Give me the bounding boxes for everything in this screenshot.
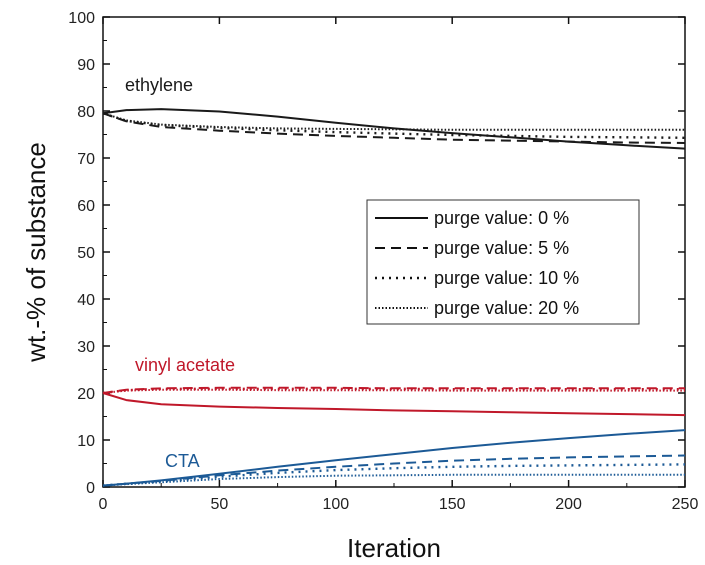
y-tick-label: 100 bbox=[68, 10, 95, 27]
y-tick-label: 60 bbox=[77, 198, 95, 215]
legend-label: purge value: 10 % bbox=[434, 268, 579, 288]
y-tick-label: 70 bbox=[77, 151, 95, 168]
series-line-vinyl-acetate-dense-dotted bbox=[102, 388, 685, 394]
legend-label: purge value: 0 % bbox=[434, 208, 569, 228]
series-line-ethylene-solid bbox=[102, 108, 686, 150]
series-line-ethylene-dashed bbox=[102, 112, 686, 144]
series-line-vinyl-acetate-solid bbox=[102, 392, 686, 417]
series-line-cta-dashed bbox=[102, 454, 686, 487]
y-tick-label: 0 bbox=[86, 480, 95, 497]
y-tick-label: 80 bbox=[77, 104, 95, 121]
legend: purge value: 0 % purge value: 5 % purge va… bbox=[366, 199, 640, 325]
y-tick-label: 30 bbox=[77, 339, 95, 356]
y-tick-label: 50 bbox=[77, 245, 95, 262]
annotation-cta: CTA bbox=[165, 451, 200, 471]
group-labels: ethylene vinyl acetate CTA bbox=[125, 75, 235, 471]
annotation-ethylene: ethylene bbox=[125, 75, 193, 95]
y-tick-label: 20 bbox=[77, 386, 95, 403]
series-line-vinyl-acetate-dashed bbox=[102, 386, 685, 394]
legend-label: purge value: 5 % bbox=[434, 238, 569, 258]
y-tick-label: 10 bbox=[77, 433, 95, 450]
legend-label: purge value: 20 % bbox=[434, 298, 579, 318]
y-axis-title: wt.-% of substance bbox=[21, 142, 51, 363]
axis-tick-labels: 0 50 100 150 200 250 0 10 20 30 40 50 60 70 80 90 100 bbox=[68, 10, 698, 513]
axis-ticks bbox=[102, 16, 686, 488]
x-tick-label: 50 bbox=[211, 496, 229, 513]
x-tick-label: 0 bbox=[99, 496, 108, 513]
y-tick-label: 90 bbox=[77, 57, 95, 74]
x-tick-label: 250 bbox=[672, 496, 699, 513]
annotation-vinyl-acetate: vinyl acetate bbox=[135, 355, 235, 375]
x-tick-label: 100 bbox=[322, 496, 349, 513]
x-tick-label: 200 bbox=[555, 496, 582, 513]
x-tick-label: 150 bbox=[439, 496, 466, 513]
legend-box bbox=[366, 199, 640, 325]
x-axis-title: Iteration bbox=[347, 533, 441, 563]
series-layer bbox=[102, 108, 686, 487]
series-line-ethylene-dense-dotted bbox=[102, 112, 685, 131]
y-tick-label: 40 bbox=[77, 292, 95, 309]
series-line-ethylene-dotted bbox=[102, 112, 686, 139]
